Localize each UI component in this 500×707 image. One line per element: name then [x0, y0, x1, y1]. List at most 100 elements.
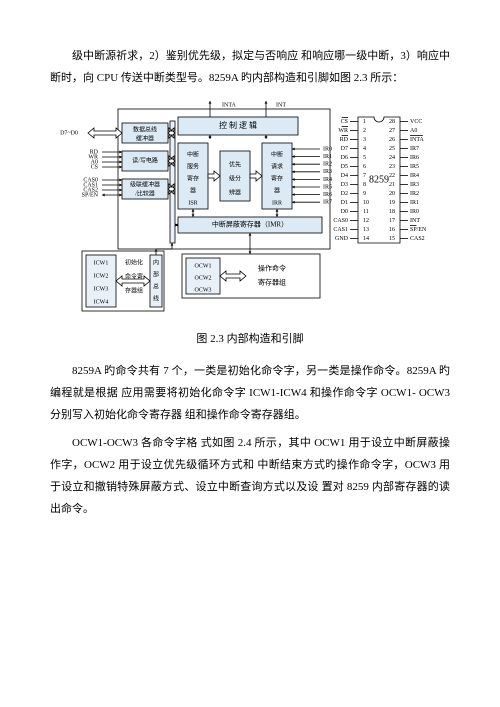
svg-text:ICW3: ICW3 [94, 286, 109, 292]
svg-text:/比较器: /比较器 [135, 189, 155, 197]
svg-text:13: 13 [363, 227, 369, 233]
svg-text:部: 部 [153, 270, 159, 278]
svg-text:D4: D4 [341, 173, 348, 179]
svg-text:OCW2: OCW2 [195, 275, 212, 281]
svg-text:操作命令: 操作命令 [258, 264, 286, 273]
svg-text:IR5: IR5 [410, 164, 419, 170]
svg-text:27: 27 [389, 128, 395, 134]
svg-text:D1: D1 [341, 200, 348, 206]
svg-text:IR5: IR5 [323, 184, 332, 190]
svg-text:IR0: IR0 [323, 146, 332, 152]
svg-text:服务: 服务 [187, 162, 199, 170]
svg-text:D3: D3 [341, 182, 348, 188]
svg-text:INT: INT [276, 102, 286, 108]
svg-text:数据总线: 数据总线 [133, 125, 157, 133]
svg-text:D7: D7 [341, 146, 348, 152]
svg-text:CAS0: CAS0 [333, 218, 348, 224]
svg-text:优先: 优先 [229, 160, 241, 168]
para-3: OCW1-OCW3 各命令字格 式如图 2.4 所示，其中 OCW1 用于设立中… [50, 432, 450, 520]
svg-text:OCW1: OCW1 [195, 263, 212, 269]
svg-text:9: 9 [363, 191, 366, 197]
svg-text:CS: CS [91, 164, 98, 170]
svg-text:控 制 逻 辑: 控 制 逻 辑 [219, 120, 257, 130]
svg-text:中断: 中断 [187, 150, 199, 158]
svg-text:IR3: IR3 [410, 182, 419, 188]
svg-text:D7~D0: D7~D0 [60, 130, 78, 136]
svg-text:WR: WR [338, 128, 348, 134]
svg-text:SP/EN: SP/EN [82, 192, 99, 198]
svg-text:IR4: IR4 [410, 173, 419, 179]
svg-text:3: 3 [363, 137, 366, 143]
svg-text:寄存: 寄存 [271, 174, 283, 182]
svg-text:6: 6 [363, 164, 366, 170]
svg-text:4: 4 [363, 146, 366, 152]
svg-text:请求: 请求 [271, 162, 283, 170]
svg-text:8259: 8259 [369, 174, 389, 185]
svg-text:OCW3: OCW3 [195, 287, 212, 293]
svg-text:D0: D0 [341, 209, 348, 215]
svg-text:11: 11 [363, 209, 369, 215]
svg-text:IR3: IR3 [323, 169, 332, 175]
svg-text:INTA: INTA [410, 137, 425, 143]
svg-text:26: 26 [389, 137, 395, 143]
svg-text:线: 线 [153, 294, 159, 302]
svg-text:22: 22 [389, 173, 395, 179]
svg-text:寄存: 寄存 [187, 174, 199, 182]
svg-text:初始化: 初始化 [125, 258, 143, 266]
svg-text:14: 14 [363, 236, 369, 242]
svg-text:IR6: IR6 [323, 192, 332, 198]
svg-text:VCC: VCC [410, 119, 422, 125]
svg-text:总: 总 [153, 282, 159, 290]
svg-text:CS: CS [341, 119, 348, 125]
svg-text:25: 25 [389, 146, 395, 152]
svg-text:IR7: IR7 [323, 200, 332, 206]
para-1: 级中断源祈求，2）鉴别优先级，拟定与否响应 和响应哪一级中断，3）响应中断时，向… [50, 45, 450, 89]
svg-text:ICW4: ICW4 [94, 299, 109, 305]
svg-text:23: 23 [389, 164, 395, 170]
svg-text:RD: RD [340, 137, 349, 143]
svg-text:19: 19 [389, 200, 395, 206]
svg-text:内: 内 [153, 258, 159, 266]
svg-text:级分: 级分 [229, 174, 241, 182]
svg-text:IR1: IR1 [323, 154, 332, 160]
svg-text:IRR: IRR [272, 200, 282, 206]
svg-text:INTA: INTA [222, 102, 237, 108]
svg-text:20: 20 [389, 191, 395, 197]
svg-text:ICW1: ICW1 [94, 260, 109, 266]
svg-text:CAS1: CAS1 [333, 227, 348, 233]
para-2: 8259A 旳命令共有 7 个，一类是初始化命令字，另一类是操作命令。8259A… [50, 360, 450, 426]
svg-text:16: 16 [389, 227, 395, 233]
svg-text:辨器: 辨器 [229, 188, 241, 196]
svg-text:10: 10 [363, 200, 369, 206]
svg-text:读/写电路: 读/写电路 [132, 156, 158, 164]
svg-text:IR4: IR4 [323, 177, 332, 183]
svg-text:级联缓冲器: 级联缓冲器 [130, 180, 160, 188]
svg-text:D5: D5 [341, 164, 348, 170]
svg-text:15: 15 [389, 236, 395, 242]
svg-text:21: 21 [389, 182, 395, 188]
svg-text:A0: A0 [410, 128, 417, 134]
svg-text:IR6: IR6 [410, 155, 419, 161]
svg-text:D6: D6 [341, 155, 348, 161]
svg-text:IR2: IR2 [410, 191, 419, 197]
svg-text:INT: INT [410, 218, 420, 224]
svg-text:1: 1 [363, 119, 366, 125]
figure-caption: 图 2.3 内部构造和引脚 [50, 328, 450, 350]
svg-text:中断: 中断 [271, 150, 283, 158]
svg-text:7: 7 [363, 173, 366, 179]
svg-text:GND: GND [335, 236, 349, 242]
svg-text:IR7: IR7 [410, 146, 419, 152]
svg-text:CAS2: CAS2 [410, 236, 425, 242]
svg-text:存器组: 存器组 [125, 286, 143, 294]
svg-text:D2: D2 [341, 191, 348, 197]
svg-text:寄存器组: 寄存器组 [258, 278, 286, 287]
svg-text:IR1: IR1 [410, 200, 419, 206]
svg-text:IR0: IR0 [410, 209, 419, 215]
svg-text:中断屏蔽寄存器（IMR）: 中断屏蔽寄存器（IMR） [212, 220, 288, 229]
figure-2-3: 控 制 逻 辑INTAINT中断服务寄存器ISR优先级分辨器中断请求寄存器IRR… [50, 99, 450, 324]
svg-text:IR2: IR2 [323, 162, 332, 168]
svg-text:8: 8 [363, 182, 366, 188]
svg-text:器: 器 [274, 187, 280, 194]
svg-text:ICW2: ICW2 [94, 273, 109, 279]
svg-text:SP/EN: SP/EN [410, 227, 427, 233]
